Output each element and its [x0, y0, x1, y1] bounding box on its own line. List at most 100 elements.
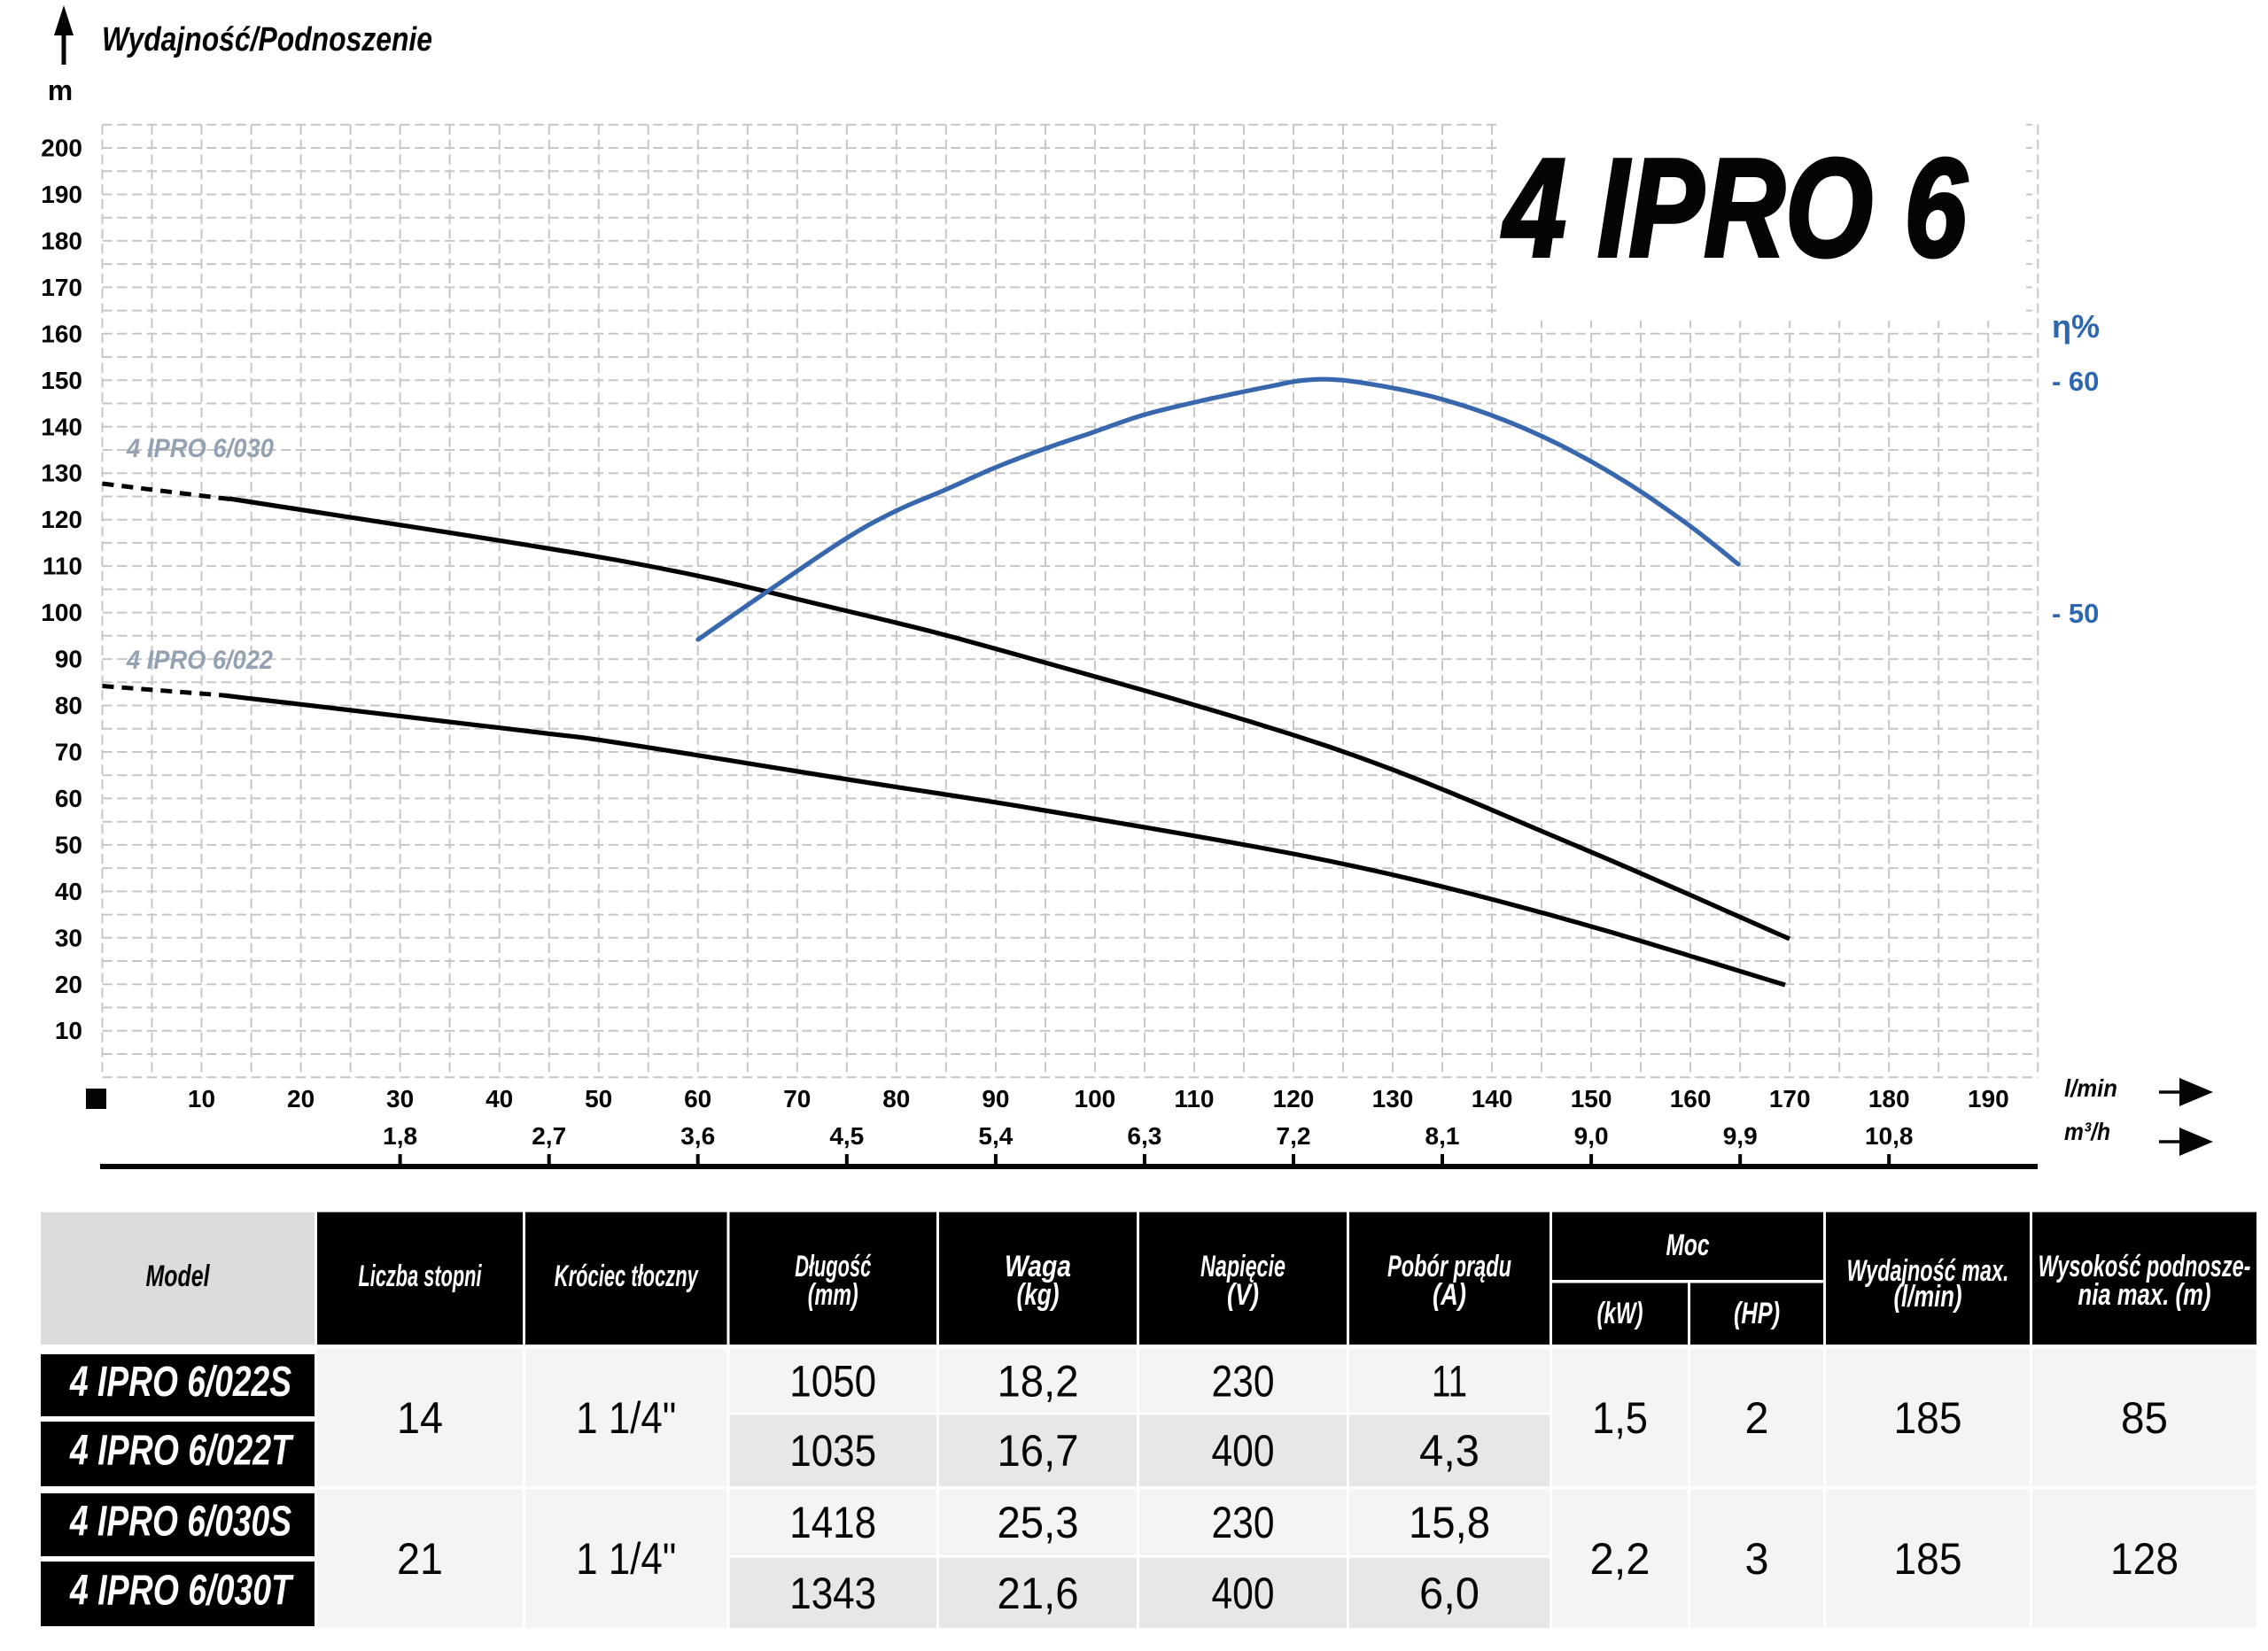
- svg-text:50: 50: [585, 1085, 612, 1112]
- svg-text:30: 30: [55, 924, 82, 951]
- svg-text:9,9: 9,9: [1723, 1122, 1758, 1150]
- svg-text:400: 400: [1212, 1569, 1275, 1618]
- svg-text:20: 20: [287, 1085, 315, 1112]
- svg-text:21: 21: [397, 1534, 443, 1584]
- svg-text:(l/min): (l/min): [1894, 1280, 1962, 1314]
- svg-text:(HP): (HP): [1734, 1297, 1780, 1330]
- svg-text:(A): (A): [1433, 1278, 1466, 1312]
- svg-text:Liczba stopni: Liczba stopni: [359, 1260, 483, 1293]
- svg-text:2,2: 2,2: [1590, 1534, 1651, 1584]
- svg-text:6,3: 6,3: [1127, 1122, 1161, 1150]
- svg-text:80: 80: [55, 692, 82, 719]
- svg-text:200: 200: [41, 135, 82, 162]
- svg-text:20: 20: [55, 971, 82, 998]
- svg-text:- 50: - 50: [2052, 598, 2099, 629]
- svg-text:10: 10: [55, 1017, 82, 1044]
- svg-text:100: 100: [41, 599, 82, 626]
- svg-text:4 IPRO 6/022: 4 IPRO 6/022: [126, 646, 273, 675]
- svg-text:140: 140: [1472, 1085, 1513, 1112]
- svg-text:4 IPRO 6/030S: 4 IPRO 6/030S: [69, 1499, 291, 1546]
- svg-text:128: 128: [2110, 1534, 2179, 1584]
- svg-text:190: 190: [41, 181, 82, 208]
- svg-text:3,6: 3,6: [680, 1122, 715, 1150]
- svg-text:1 1/4": 1 1/4": [576, 1534, 676, 1584]
- svg-text:1,5: 1,5: [1592, 1393, 1648, 1443]
- svg-text:50: 50: [55, 831, 82, 858]
- svg-text:Pobór prądu: Pobór prądu: [1387, 1250, 1511, 1283]
- svg-text:130: 130: [1372, 1085, 1414, 1112]
- svg-text:Model: Model: [146, 1260, 211, 1293]
- svg-text:nia max. (m): nia max. (m): [2078, 1278, 2211, 1312]
- svg-text:60: 60: [684, 1085, 711, 1112]
- svg-text:150: 150: [41, 367, 82, 394]
- svg-text:230: 230: [1212, 1498, 1275, 1547]
- svg-text:100: 100: [1075, 1085, 1116, 1112]
- svg-text:- 60: - 60: [2052, 366, 2099, 397]
- svg-text:40: 40: [55, 878, 82, 905]
- svg-text:2,7: 2,7: [532, 1122, 566, 1150]
- svg-text:3: 3: [1745, 1534, 1769, 1584]
- svg-text:70: 70: [783, 1085, 811, 1112]
- svg-text:130: 130: [41, 460, 82, 487]
- svg-text:4 IPRO 6: 4 IPRO 6: [1502, 130, 1968, 286]
- svg-text:160: 160: [41, 320, 82, 347]
- svg-text:170: 170: [41, 274, 82, 301]
- svg-text:15,8: 15,8: [1409, 1498, 1490, 1547]
- svg-text:(kW): (kW): [1597, 1297, 1643, 1330]
- svg-text:10: 10: [188, 1085, 215, 1112]
- svg-text:10,8: 10,8: [1865, 1122, 1914, 1150]
- svg-text:25,3: 25,3: [998, 1498, 1079, 1547]
- svg-text:Napięcie: Napięcie: [1200, 1250, 1285, 1283]
- svg-text:160: 160: [1670, 1085, 1712, 1112]
- svg-text:Długość: Długość: [795, 1250, 871, 1283]
- svg-text:150: 150: [1571, 1085, 1612, 1112]
- svg-text:Wydajność max.: Wydajność max.: [1847, 1254, 2009, 1288]
- svg-text:(V): (V): [1227, 1278, 1259, 1312]
- svg-text:η%: η%: [2052, 308, 2100, 345]
- svg-text:190: 190: [1968, 1085, 2009, 1112]
- svg-text:Króciec tłoczny: Króciec tłoczny: [555, 1260, 699, 1293]
- svg-text:185: 185: [1894, 1534, 1962, 1584]
- svg-text:1035: 1035: [789, 1426, 876, 1476]
- svg-text:120: 120: [1273, 1085, 1315, 1112]
- svg-text:(mm): (mm): [808, 1278, 858, 1312]
- svg-text:60: 60: [55, 785, 82, 812]
- svg-text:2: 2: [1745, 1393, 1769, 1443]
- svg-text:l/min: l/min: [2064, 1074, 2117, 1102]
- svg-text:21,6: 21,6: [998, 1569, 1079, 1618]
- svg-text:4 IPRO 6/022S: 4 IPRO 6/022S: [69, 1359, 291, 1406]
- svg-text:11: 11: [1432, 1357, 1467, 1407]
- svg-text:1343: 1343: [789, 1569, 876, 1618]
- svg-text:6,0: 6,0: [1419, 1569, 1480, 1618]
- svg-text:85: 85: [2121, 1393, 2168, 1443]
- svg-text:Waga: Waga: [1005, 1250, 1071, 1283]
- svg-text:90: 90: [982, 1085, 1009, 1112]
- svg-text:18,2: 18,2: [998, 1357, 1079, 1407]
- svg-text:1418: 1418: [789, 1498, 876, 1547]
- svg-text:1,8: 1,8: [383, 1122, 417, 1150]
- svg-text:4,3: 4,3: [1419, 1426, 1480, 1476]
- svg-text:(kg): (kg): [1017, 1278, 1060, 1312]
- svg-text:30: 30: [386, 1085, 414, 1112]
- svg-text:110: 110: [43, 553, 82, 580]
- svg-text:Wydajność/Podnoszenie: Wydajność/Podnoszenie: [102, 21, 432, 58]
- svg-text:4 IPRO 6/030: 4 IPRO 6/030: [126, 434, 274, 463]
- svg-text:m³/h: m³/h: [2064, 1118, 2110, 1145]
- svg-text:90: 90: [55, 646, 82, 673]
- svg-text:9,0: 9,0: [1574, 1122, 1609, 1150]
- svg-text:120: 120: [41, 506, 82, 533]
- svg-text:Moc: Moc: [1666, 1229, 1710, 1262]
- svg-text:Wysokość podnosze-: Wysokość podnosze-: [2039, 1250, 2251, 1283]
- svg-text:80: 80: [882, 1085, 910, 1112]
- svg-text:230: 230: [1212, 1357, 1275, 1407]
- svg-text:1050: 1050: [789, 1357, 876, 1407]
- svg-text:40: 40: [485, 1085, 513, 1112]
- svg-text:140: 140: [41, 413, 82, 440]
- svg-text:8,1: 8,1: [1425, 1122, 1460, 1150]
- svg-text:16,7: 16,7: [998, 1426, 1079, 1476]
- svg-text:m: m: [48, 74, 73, 106]
- svg-text:4 IPRO 6/030T: 4 IPRO 6/030T: [69, 1568, 294, 1615]
- svg-text:4,5: 4,5: [829, 1122, 864, 1150]
- svg-text:180: 180: [1868, 1085, 1910, 1112]
- svg-text:180: 180: [41, 227, 82, 254]
